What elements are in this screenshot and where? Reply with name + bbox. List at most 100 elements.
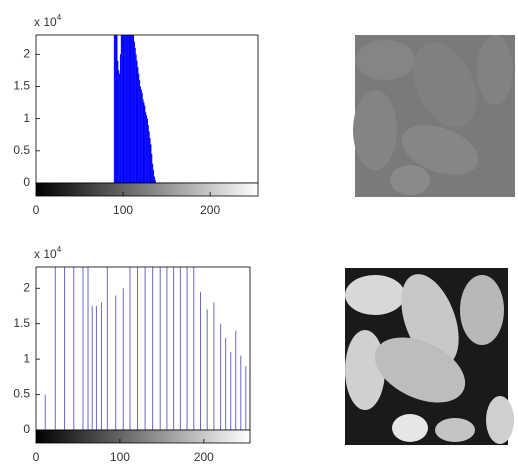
bar xyxy=(166,267,168,430)
bar xyxy=(186,267,188,430)
bar xyxy=(146,118,148,183)
y-tick-label: 0.5 xyxy=(13,143,30,157)
bar xyxy=(245,366,247,430)
bar xyxy=(153,176,155,183)
bar xyxy=(54,267,56,430)
y-tick-label: 2 xyxy=(23,46,30,60)
bar xyxy=(136,60,138,183)
bar xyxy=(138,73,140,183)
bar xyxy=(193,267,195,430)
y-multiplier-base: x 10 xyxy=(34,15,57,29)
bar xyxy=(121,35,123,183)
x-tick-label: 0 xyxy=(33,450,40,464)
bar xyxy=(133,41,135,183)
bar xyxy=(131,35,133,183)
y-multiplier-base: x 10 xyxy=(34,247,57,261)
bar xyxy=(179,267,181,430)
bar xyxy=(137,67,139,183)
bar xyxy=(120,35,122,183)
bar xyxy=(91,305,93,430)
bar xyxy=(127,35,129,183)
bar xyxy=(143,102,145,183)
bar xyxy=(140,89,142,183)
bar xyxy=(147,125,149,183)
y-multiplier-exponent: 4 xyxy=(57,13,62,22)
bar xyxy=(173,267,175,430)
bar xyxy=(124,35,126,183)
bar xyxy=(146,115,148,183)
image-original xyxy=(353,35,515,197)
bar xyxy=(139,80,141,183)
bar xyxy=(122,288,124,430)
bar xyxy=(137,267,139,430)
colorbar xyxy=(35,429,251,444)
bar xyxy=(148,131,150,183)
bar xyxy=(230,352,232,430)
y-tick-label: 2 xyxy=(23,280,30,294)
y-tick-label: 1.5 xyxy=(13,79,30,93)
colorbar xyxy=(35,182,259,197)
bar xyxy=(132,35,134,183)
bar xyxy=(139,86,141,183)
bar xyxy=(87,267,89,430)
bar xyxy=(235,330,237,430)
y-tick-label: 1 xyxy=(23,351,30,365)
bar xyxy=(95,305,97,430)
bar xyxy=(220,323,222,430)
y-multiplier: x 104 xyxy=(34,13,62,29)
bar xyxy=(106,267,108,430)
x-tick-label: 200 xyxy=(194,450,214,464)
bar xyxy=(44,394,46,430)
bar xyxy=(213,302,215,430)
bar xyxy=(129,35,131,183)
bar xyxy=(144,105,146,183)
bar xyxy=(240,355,242,430)
bar xyxy=(129,267,131,430)
bar xyxy=(118,70,120,183)
bar xyxy=(154,179,156,183)
x-tick-label: 100 xyxy=(113,203,133,217)
bar xyxy=(82,267,84,430)
x-tick-label: 100 xyxy=(110,450,130,464)
bar xyxy=(117,60,119,183)
y-tick-label: 0.5 xyxy=(13,387,30,401)
bar xyxy=(73,267,75,430)
bar xyxy=(115,35,117,183)
bar xyxy=(128,35,130,183)
bar xyxy=(141,92,143,183)
bar xyxy=(135,54,137,183)
plot-area xyxy=(36,267,250,430)
bar xyxy=(142,99,144,183)
y-tick-label: 0 xyxy=(23,175,30,189)
bar xyxy=(125,35,127,183)
bar xyxy=(115,295,117,430)
bar xyxy=(225,337,227,430)
bars xyxy=(44,267,250,430)
bar xyxy=(119,73,121,183)
bar xyxy=(113,35,115,183)
bar xyxy=(149,137,151,183)
bar xyxy=(100,302,102,430)
bar xyxy=(150,144,152,183)
y-tick-label: 1.5 xyxy=(13,316,30,330)
bar xyxy=(133,35,135,183)
y-multiplier-exponent: 4 xyxy=(57,245,62,254)
x-tick-label: 0 xyxy=(33,203,40,217)
bar xyxy=(134,47,136,183)
bar xyxy=(130,35,132,183)
bar xyxy=(144,267,146,430)
bar xyxy=(64,267,66,430)
y-multiplier: x 104 xyxy=(34,245,62,261)
bar xyxy=(153,170,155,183)
bar xyxy=(159,267,161,430)
bars xyxy=(113,35,156,183)
bar xyxy=(151,154,153,183)
image-equalized xyxy=(345,268,514,445)
bar xyxy=(152,163,154,183)
bar xyxy=(199,291,201,430)
y-tick-label: 0 xyxy=(23,422,30,436)
bar xyxy=(116,35,118,183)
x-tick-label: 200 xyxy=(200,203,220,217)
bar xyxy=(145,112,147,183)
